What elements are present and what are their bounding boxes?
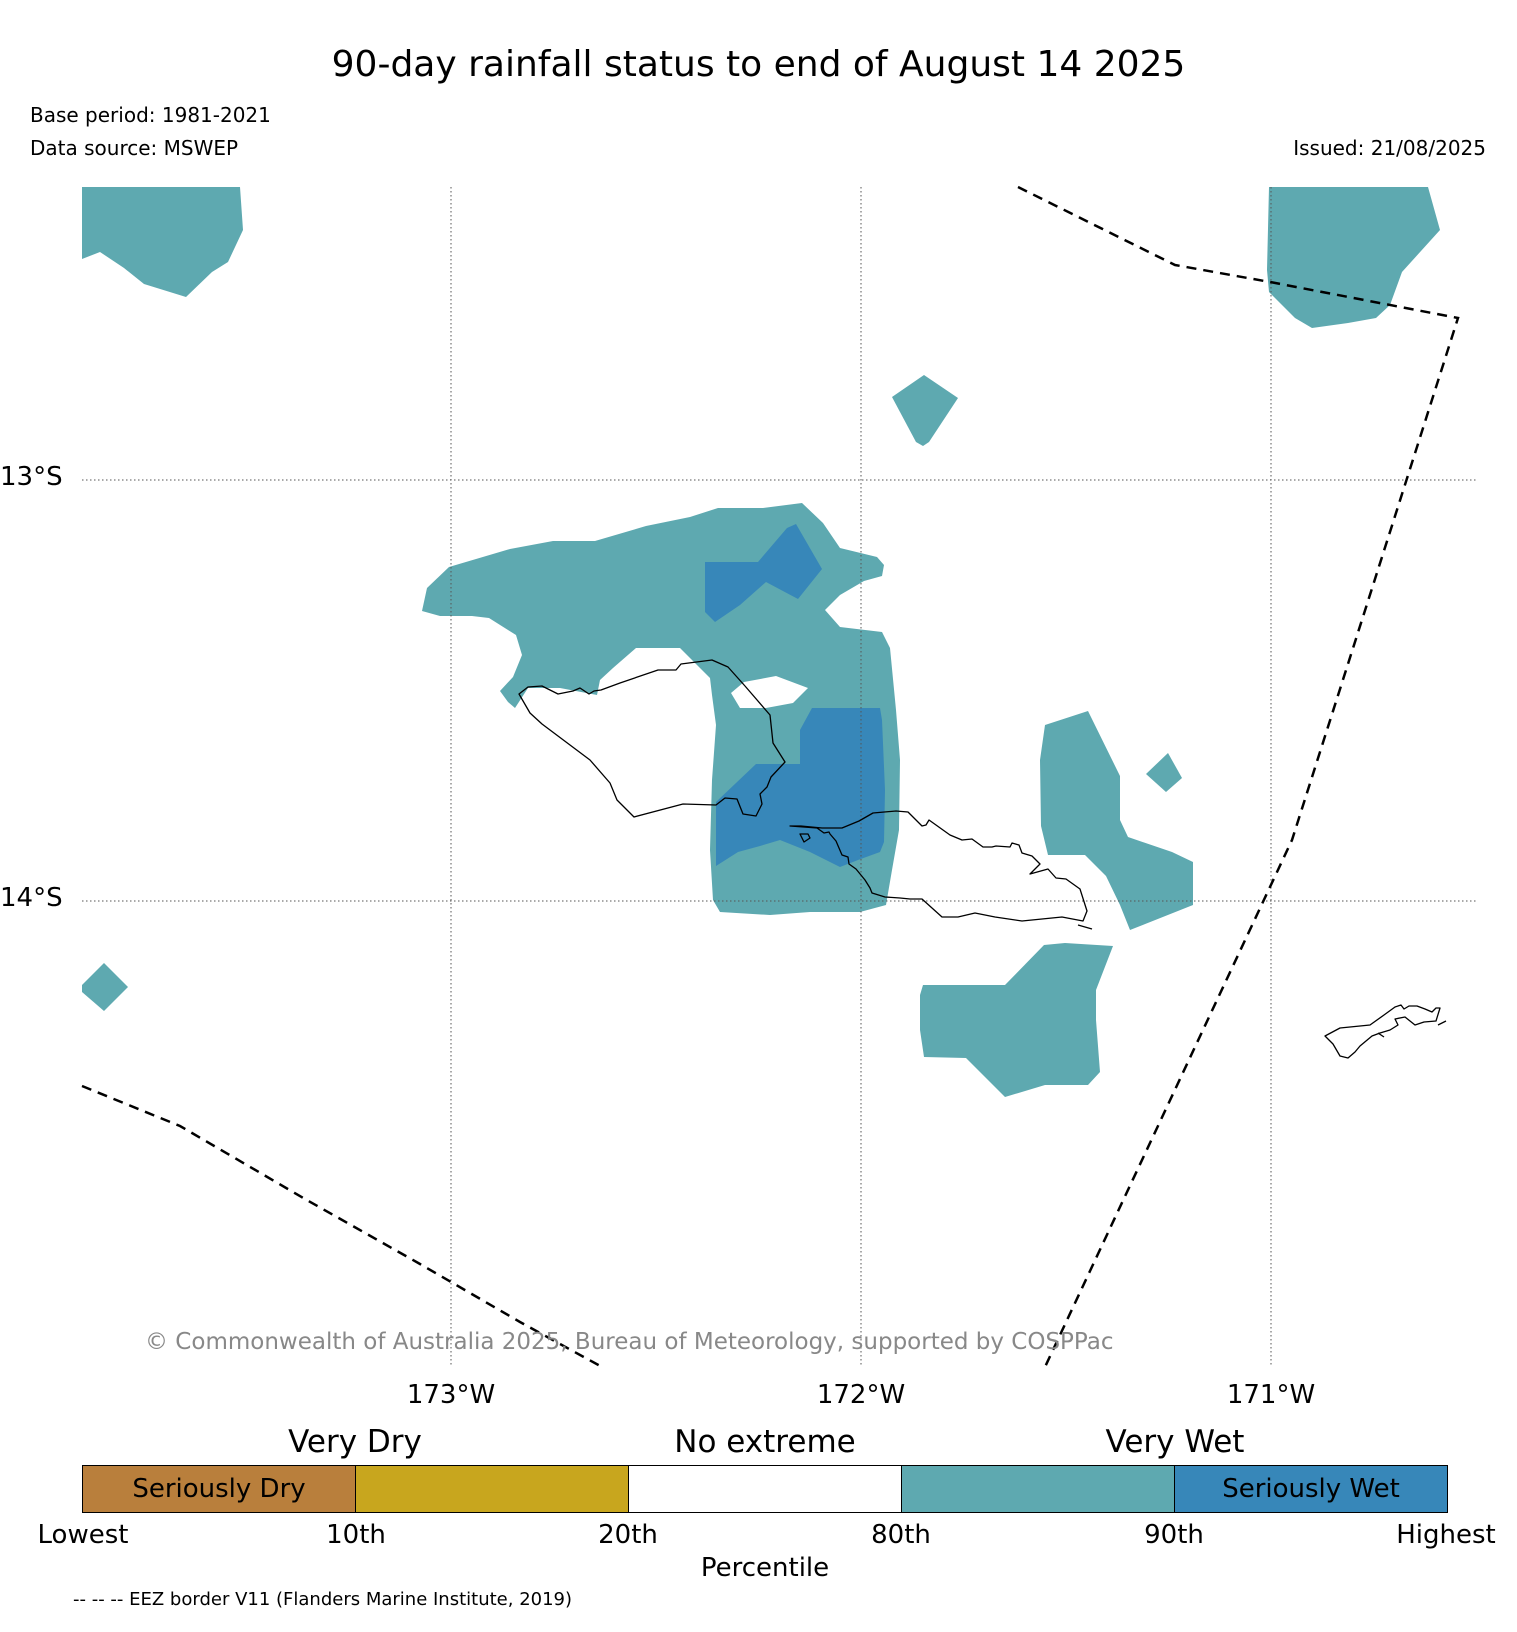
colorbar-segment-no-extreme — [629, 1466, 902, 1512]
very-wet-area — [1267, 187, 1440, 328]
map-title: 90-day rainfall status to end of August … — [331, 44, 1186, 85]
issued-date-text: Issued: 21/08/2025 — [1293, 136, 1486, 160]
base-period-text: Base period: 1981-2021 — [30, 103, 271, 127]
tutuila-coastline — [1324, 1004, 1441, 1059]
very-wet-area — [82, 963, 128, 1011]
colorbar-tick-highest: Highest — [1396, 1520, 1496, 1550]
eez-border-south — [81, 1084, 603, 1369]
colorbar-label-seriously-dry: Seriously Dry — [132, 1474, 306, 1504]
eez-borders — [81, 185, 1460, 1369]
manono-coastline — [799, 833, 811, 843]
eez-border-note: -- -- -- EEZ border V11 (Flanders Marine… — [73, 1589, 573, 1610]
lon-label-173w: 173°W — [406, 1380, 496, 1410]
legend-category-very-wet: Very Wet — [1105, 1424, 1245, 1460]
colorbar-axis-label: Percentile — [700, 1553, 830, 1583]
upolu-coastline — [789, 810, 1088, 922]
colorbar-tick-lowest: Lowest — [37, 1520, 129, 1550]
graticule — [82, 187, 1477, 1367]
very-wet-area — [892, 375, 958, 446]
very-wet-area — [1040, 711, 1193, 930]
lat-label-14s: 14°S — [0, 883, 63, 913]
colorbar-segment-very-wet — [902, 1466, 1175, 1512]
very-wet-area — [82, 187, 243, 297]
colorbar-segment-seriously-dry: Seriously Dry — [83, 1466, 356, 1512]
lon-label-172w: 172°W — [816, 1380, 906, 1410]
copyright-text: © Commonwealth of Australia 2025, Bureau… — [145, 1329, 1114, 1355]
colorbar-segment-very-dry — [356, 1466, 629, 1512]
lon-label-171w: 171°W — [1226, 1380, 1316, 1410]
seriously-wet-area — [705, 524, 822, 622]
savaii-coastline — [518, 659, 786, 818]
colorbar-tick-20th: 20th — [598, 1520, 658, 1550]
colorbar-tick-10th: 10th — [326, 1520, 386, 1550]
colorbar-label-seriously-wet: Seriously Wet — [1222, 1474, 1400, 1504]
coastlines — [518, 659, 1447, 1059]
colorbar-tick-80th: 80th — [871, 1520, 931, 1550]
lat-label-13s: 13°S — [0, 462, 63, 492]
data-source-text: Data source: MSWEP — [30, 136, 239, 160]
legend-category-very-dry: Very Dry — [288, 1424, 422, 1460]
very-wet-area — [920, 943, 1113, 1097]
very-wet-area — [1146, 753, 1182, 792]
colorbar-segment-seriously-wet: Seriously Wet — [1175, 1466, 1447, 1512]
no-extreme-area — [731, 676, 808, 708]
upolu-east-tip — [1077, 924, 1093, 930]
tutuila-east — [1437, 1020, 1447, 1026]
eez-border-north — [1017, 185, 1460, 1368]
colorbar-tick-90th: 90th — [1144, 1520, 1204, 1550]
ofu-coastline — [1377, 1032, 1385, 1038]
legend-colorbar: Seriously Dry Seriously Wet — [82, 1465, 1448, 1513]
legend-category-no-extreme: No extreme — [674, 1424, 856, 1460]
